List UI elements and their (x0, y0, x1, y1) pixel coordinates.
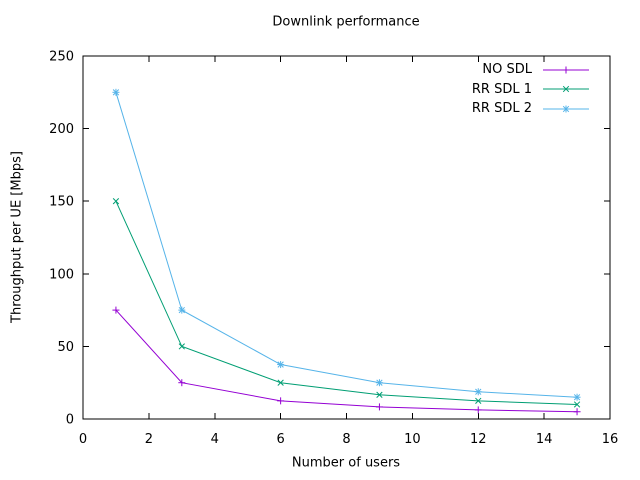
series-line-2 (115, 92, 578, 398)
series-points-2 (112, 88, 581, 401)
legend-line-sample (542, 102, 590, 116)
marker-cross (178, 343, 185, 350)
legend-sample-svg (543, 66, 589, 74)
x-tick-label: 6 (276, 432, 284, 447)
y-tick-label: 250 (49, 50, 74, 65)
marker-cross (277, 379, 284, 386)
y-tick-label: 100 (49, 267, 74, 282)
x-tick-label: 2 (145, 432, 153, 447)
marker-asterisk (573, 393, 581, 401)
x-tick-label: 0 (79, 432, 87, 447)
x-tick-label: 4 (211, 432, 219, 447)
legend-item-no-sdl: NO SDL (472, 60, 590, 80)
legend-item-rr-sdl-2: RR SDL 2 (472, 99, 590, 119)
marker-cross (376, 391, 383, 398)
marker-plus (474, 406, 482, 414)
legend-label: RR SDL 2 (471, 101, 532, 117)
marker-plus (375, 403, 383, 411)
legend-line-sample (542, 82, 590, 96)
legend-sample-svg (543, 105, 589, 113)
legend-line-sample (542, 63, 590, 77)
marker-cross (112, 198, 120, 205)
legend: NO SDL RR SDL 1 RR SDL 2 (472, 60, 590, 119)
marker-asterisk (277, 361, 285, 369)
marker-asterisk (474, 388, 482, 396)
marker-cross (562, 86, 570, 93)
y-tick-label: 50 (57, 340, 74, 355)
x-tick-label: 10 (404, 432, 421, 447)
marker-plus (277, 397, 285, 405)
series-points-1 (112, 198, 581, 408)
x-tick-label: 8 (342, 432, 350, 447)
x-tick-label: 14 (536, 432, 553, 447)
series-line-0 (115, 309, 578, 413)
x-tick-label: 12 (470, 432, 487, 447)
marker-plus (178, 379, 186, 387)
y-tick-label: 150 (49, 195, 74, 210)
legend-item-rr-sdl-1: RR SDL 1 (472, 80, 590, 100)
marker-plus (112, 306, 120, 314)
series-points-0 (112, 306, 581, 416)
chart-title: Downlink performance (272, 14, 420, 30)
marker-asterisk (562, 105, 570, 113)
x-tick-label: 16 (602, 432, 619, 447)
legend-sample-svg (543, 86, 589, 93)
marker-cross (573, 401, 581, 408)
legend-label: RR SDL 1 (471, 81, 532, 97)
marker-asterisk (375, 379, 383, 387)
marker-plus (562, 66, 570, 74)
y-tick-label: 0 (66, 413, 74, 428)
marker-asterisk (178, 306, 186, 314)
x-axis-label: Number of users (291, 455, 401, 471)
marker-asterisk (112, 88, 120, 96)
legend-label: NO SDL (482, 62, 532, 78)
y-tick-label: 200 (49, 122, 74, 137)
marker-cross (475, 397, 482, 405)
series-line-1 (115, 200, 578, 405)
marker-plus (573, 408, 581, 416)
